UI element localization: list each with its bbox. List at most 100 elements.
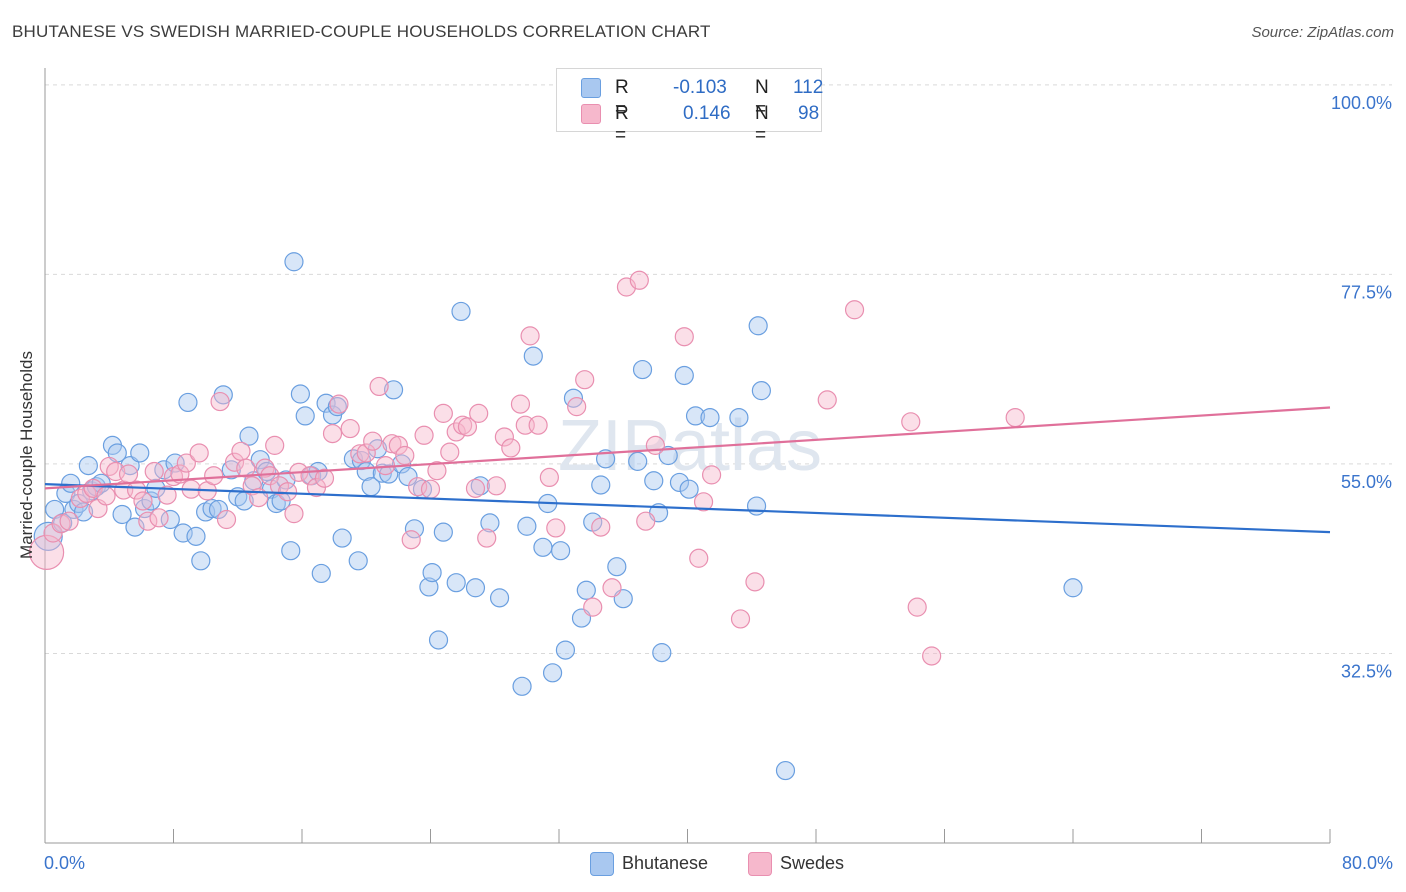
- data-point-bhutanese: [748, 316, 768, 336]
- data-point-bhutanese: [191, 551, 211, 571]
- data-point-bhutanese: [332, 528, 352, 548]
- legend-r-value: -0.103: [673, 77, 727, 98]
- data-point-swedes: [51, 514, 71, 534]
- data-point-bhutanese: [295, 406, 315, 426]
- watermark: ZIPatlas: [558, 406, 822, 486]
- data-point-bhutanese: [428, 630, 449, 650]
- data-point-swedes: [629, 270, 649, 290]
- data-point-swedes: [96, 486, 116, 506]
- data-point-swedes: [99, 456, 119, 477]
- data-point-swedes: [138, 511, 158, 531]
- data-point-swedes: [539, 467, 559, 488]
- data-point-bhutanese: [433, 522, 453, 542]
- data-point-swedes: [329, 394, 349, 414]
- data-point-bhutanese: [533, 537, 553, 557]
- data-point-swedes: [29, 534, 65, 570]
- data-point-swedes: [745, 572, 765, 592]
- data-point-bhutanese: [746, 496, 767, 516]
- data-point-bhutanese: [33, 521, 63, 551]
- data-point-swedes: [546, 518, 566, 538]
- trend-line-bhutanese: [44, 483, 1331, 534]
- data-point-swedes: [693, 492, 714, 512]
- data-point-bhutanese: [383, 380, 404, 400]
- data-point-bhutanese: [208, 499, 229, 520]
- data-point-swedes: [701, 465, 722, 485]
- data-point-bhutanese: [542, 663, 563, 683]
- data-point-swedes: [477, 528, 497, 548]
- data-point-swedes: [901, 412, 921, 432]
- data-point-bhutanese: [451, 301, 471, 322]
- data-point-bhutanese: [576, 580, 596, 600]
- data-point-swedes: [157, 485, 177, 505]
- legend-label-swedes: Swedes: [780, 853, 845, 873]
- data-point-bhutanese: [154, 460, 174, 480]
- data-point-swedes: [236, 458, 256, 478]
- data-point-swedes: [817, 390, 837, 410]
- legend-r-label: R =: [615, 77, 629, 120]
- data-point-swedes: [204, 466, 224, 486]
- data-point-swedes: [469, 403, 489, 423]
- data-point-swedes: [118, 464, 139, 484]
- data-point-swedes: [602, 578, 622, 598]
- data-point-bhutanese: [239, 426, 259, 446]
- data-point-swedes: [70, 488, 90, 509]
- data-point-bhutanese: [652, 643, 672, 663]
- data-point-bhutanese: [551, 541, 571, 561]
- data-point-swedes: [486, 476, 506, 496]
- trend-line-swedes: [44, 406, 1331, 490]
- data-point-swedes: [149, 508, 169, 528]
- data-point-swedes: [350, 444, 370, 464]
- grid-lines: [45, 84, 1392, 654]
- legend-n-label: N =: [755, 77, 769, 120]
- data-point-swedes: [242, 476, 262, 496]
- legend-swatch-swedes: [581, 104, 601, 124]
- data-point-bhutanese: [404, 519, 425, 539]
- data-point-swedes: [433, 403, 453, 423]
- data-point-swedes: [420, 479, 441, 499]
- data-point-swedes: [457, 417, 478, 437]
- data-point-bhutanese: [465, 578, 486, 598]
- data-point-swedes: [636, 511, 656, 531]
- data-point-bhutanese: [398, 466, 418, 487]
- data-point-swedes: [322, 423, 343, 444]
- series-swedes-points: [29, 75, 1025, 666]
- data-point-swedes: [730, 609, 751, 629]
- data-point-bhutanese: [591, 475, 611, 495]
- data-point-bhutanese: [628, 451, 648, 471]
- tick-labels: 32.5% 55.0% 77.5% 100.0% 0.0% 80.0%: [44, 93, 1393, 873]
- legend-swatch-bhutanese: [581, 78, 601, 98]
- data-point-bhutanese: [78, 456, 98, 476]
- data-point-swedes: [645, 435, 665, 455]
- data-point-swedes: [844, 300, 865, 320]
- data-point-bhutanese: [130, 443, 150, 463]
- legend-n-value: 98: [798, 103, 820, 124]
- data-point-bhutanese: [348, 551, 368, 571]
- data-point-swedes: [591, 517, 611, 537]
- data-point-swedes: [528, 415, 548, 435]
- data-point-swedes: [510, 394, 531, 414]
- data-point-swedes: [501, 438, 521, 458]
- chart-title: BHUTANESE VS SWEDISH MARRIED-COUPLE HOUS…: [12, 22, 711, 41]
- x-tick-label: 80.0%: [1342, 853, 1393, 873]
- data-point-swedes: [176, 453, 196, 473]
- data-point-bhutanese: [674, 365, 694, 386]
- data-point-bhutanese: [679, 479, 699, 499]
- data-point-swedes: [1005, 407, 1025, 428]
- data-point-swedes: [133, 491, 153, 511]
- chart-source: Source: ZipAtlas.com: [1251, 24, 1394, 41]
- data-point-swedes: [144, 461, 164, 482]
- data-point-bhutanese: [311, 563, 331, 584]
- legend-n-label: N =: [755, 103, 769, 146]
- data-point-bhutanese: [658, 445, 678, 466]
- x-tick-label: 0.0%: [44, 853, 85, 873]
- data-point-swedes: [907, 597, 927, 617]
- data-point-bhutanese: [53, 513, 73, 533]
- y-tick-label: 55.0%: [1341, 472, 1392, 492]
- correlation-legend: R = -0.103 N = 112 R = 0.146 N = 98: [556, 68, 824, 146]
- data-point-bhutanese: [186, 526, 206, 546]
- legend-n-value: 112: [793, 77, 824, 98]
- data-point-bhutanese: [446, 573, 466, 593]
- data-point-bhutanese: [419, 577, 439, 597]
- data-point-swedes: [126, 480, 147, 500]
- data-point-bhutanese: [290, 384, 310, 404]
